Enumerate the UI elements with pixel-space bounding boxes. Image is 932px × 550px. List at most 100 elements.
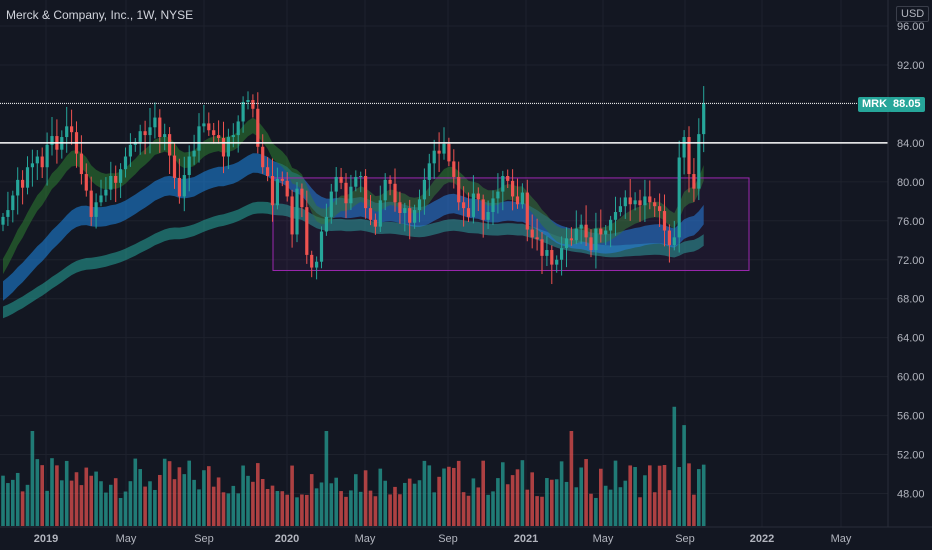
candle-body bbox=[643, 196, 647, 206]
candle-body bbox=[604, 230, 608, 235]
volume-bar bbox=[329, 483, 334, 526]
candle-body bbox=[172, 155, 177, 178]
volume-bar bbox=[667, 490, 672, 526]
candlesticks bbox=[1, 86, 706, 285]
volume-bar bbox=[540, 496, 544, 526]
volume-bar bbox=[383, 480, 387, 526]
volume-bar bbox=[378, 468, 383, 526]
volume-bar bbox=[388, 494, 392, 526]
candle-body bbox=[427, 163, 431, 180]
volume-bar bbox=[123, 491, 128, 526]
candle-body bbox=[349, 186, 353, 204]
candle-body bbox=[45, 144, 49, 168]
volume-bar bbox=[393, 486, 397, 526]
volume-bar bbox=[407, 478, 412, 526]
candle-body bbox=[280, 178, 284, 181]
candle-body bbox=[221, 138, 226, 157]
candle-body bbox=[476, 193, 480, 200]
candle-body bbox=[648, 196, 652, 203]
candle-body bbox=[481, 199, 485, 220]
candle-body bbox=[413, 210, 417, 223]
x-tick-label: May bbox=[593, 533, 614, 545]
x-tick-label: Sep bbox=[675, 533, 695, 545]
volume-bar bbox=[510, 475, 515, 526]
volume-bar bbox=[158, 474, 162, 526]
volume-bar bbox=[275, 491, 280, 526]
candle-body bbox=[515, 196, 520, 205]
volume-bar bbox=[324, 431, 329, 526]
candle-body bbox=[25, 167, 30, 188]
volume-bar bbox=[515, 469, 520, 526]
volume-bar bbox=[579, 467, 583, 526]
y-tick-label: 68.00 bbox=[897, 294, 925, 306]
volume-bar bbox=[452, 467, 456, 526]
volume-bar bbox=[550, 479, 554, 526]
candle-body bbox=[334, 176, 338, 192]
volume-bar bbox=[344, 496, 348, 526]
candle-body bbox=[359, 175, 363, 177]
volume-bar bbox=[559, 461, 564, 526]
candle-body bbox=[6, 210, 10, 217]
candle-body bbox=[457, 176, 461, 203]
y-tick-label: 52.00 bbox=[897, 450, 925, 462]
candle-body bbox=[677, 157, 681, 238]
volume-bar bbox=[545, 478, 549, 526]
price-axis[interactable]: 96.0092.0088.0084.0080.0076.0072.0068.00… bbox=[887, 0, 932, 550]
volume-bar bbox=[530, 472, 534, 526]
candle-body bbox=[99, 195, 103, 203]
volume-bar bbox=[285, 494, 289, 526]
volume-bar bbox=[456, 460, 461, 526]
volume-bar bbox=[305, 494, 309, 526]
volume-bar bbox=[701, 464, 706, 526]
volume-bar bbox=[657, 465, 662, 526]
volume-bar bbox=[628, 465, 632, 526]
volume-bar bbox=[251, 481, 255, 526]
candle-body bbox=[364, 175, 368, 209]
volume-bar bbox=[211, 486, 216, 526]
volume-bar bbox=[94, 471, 98, 526]
x-tick-label: Sep bbox=[438, 533, 458, 545]
candle-body bbox=[403, 208, 407, 214]
time-axis[interactable]: 2019 May Sep 2020 May Sep 2021 May Sep 2022 May bbox=[0, 526, 932, 545]
volume-bar bbox=[412, 483, 417, 526]
y-tick-label: 48.00 bbox=[897, 489, 925, 501]
volume-bar bbox=[300, 494, 304, 526]
volume-bar bbox=[564, 481, 569, 526]
candle-body bbox=[40, 156, 44, 168]
candle-body bbox=[471, 193, 475, 217]
candle-body bbox=[560, 248, 564, 260]
currency-label[interactable]: USD bbox=[896, 6, 930, 22]
volume-bar bbox=[349, 490, 353, 526]
volume-bar bbox=[447, 466, 451, 526]
volume-bar bbox=[60, 480, 64, 526]
volume-bar bbox=[11, 479, 15, 526]
candle-body bbox=[30, 163, 34, 168]
candle-body bbox=[104, 189, 108, 196]
volume-bar bbox=[692, 494, 696, 526]
volume-bar bbox=[256, 463, 260, 526]
volume-bar bbox=[79, 485, 84, 526]
volume-bar bbox=[15, 472, 20, 526]
volume-bar bbox=[603, 485, 608, 526]
candle-body bbox=[256, 108, 260, 147]
candle-body bbox=[667, 230, 671, 246]
volume-bar bbox=[554, 479, 559, 526]
candle-body bbox=[653, 202, 657, 207]
volume-bar bbox=[437, 476, 441, 526]
candle-body bbox=[599, 228, 603, 235]
candle-body bbox=[212, 130, 216, 136]
candle-body bbox=[236, 121, 240, 136]
candle-body bbox=[251, 100, 255, 109]
volume-bar bbox=[280, 491, 285, 526]
volume-bar bbox=[334, 477, 338, 526]
candle-body bbox=[702, 103, 706, 135]
candle-body bbox=[491, 198, 495, 213]
y-tick-label: 64.00 bbox=[897, 333, 925, 345]
volume-bar bbox=[373, 496, 378, 526]
volume-bar bbox=[207, 466, 211, 526]
candle-body bbox=[128, 144, 132, 157]
horizontal-levels[interactable] bbox=[0, 102, 888, 144]
candle-body bbox=[569, 238, 573, 241]
candle-body bbox=[525, 192, 529, 230]
